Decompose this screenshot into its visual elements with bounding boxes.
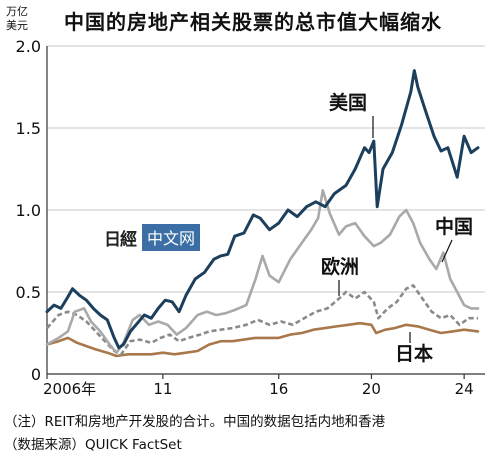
y-unit-label-line2: 美元 xyxy=(6,19,28,32)
x-tick-label: 24 xyxy=(455,380,474,398)
series-label-japan: 日本 xyxy=(393,343,436,365)
series-line-us xyxy=(45,69,480,350)
series-label-us: 美国 xyxy=(327,92,370,114)
series-label-europe: 欧洲 xyxy=(319,256,362,278)
x-tick-label: 2006年 xyxy=(43,380,96,398)
y-tick-label: 1.0 xyxy=(16,201,41,220)
y-tick-label: 0 xyxy=(31,365,41,384)
series-line-japan xyxy=(45,321,480,358)
y-unit-label-line1: 万亿 xyxy=(6,5,28,18)
chart-title: 中国的房地产相关股票的总市值大幅缩水 xyxy=(64,10,442,34)
x-tick-label: 20 xyxy=(362,380,381,398)
footnote-note: （注）REIT和房地产开发股的合计。中国的数据包括内地和香港 xyxy=(4,414,386,430)
x-tick-label: 16 xyxy=(269,380,288,398)
nikkei-watermark: 日經 中文网 xyxy=(104,224,201,251)
series-label-china: 中国 xyxy=(433,216,476,238)
nikkei-logo: 日經 xyxy=(104,230,137,250)
footnote-source: （数据来源）QUICK FactSet xyxy=(4,437,182,453)
nikkei-chinese-badge: 中文网 xyxy=(142,224,201,251)
y-tick-label: 1.5 xyxy=(16,119,41,138)
x-tick-label: 11 xyxy=(153,380,172,398)
y-tick-label: 0.5 xyxy=(16,283,41,302)
y-tick-label: 2.0 xyxy=(16,37,41,56)
leader-line-china xyxy=(441,239,453,263)
